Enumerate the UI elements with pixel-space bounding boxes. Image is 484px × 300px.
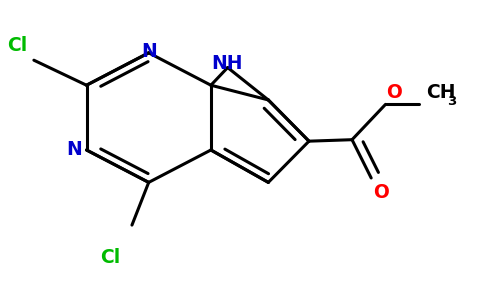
Text: N: N	[141, 42, 157, 61]
Text: N: N	[67, 140, 82, 160]
Text: 3: 3	[447, 95, 456, 108]
Text: O: O	[386, 83, 402, 102]
Text: Cl: Cl	[100, 248, 121, 267]
Text: NH: NH	[211, 54, 242, 73]
Text: Cl: Cl	[7, 36, 27, 55]
Text: O: O	[373, 183, 389, 202]
Text: CH: CH	[426, 83, 456, 102]
